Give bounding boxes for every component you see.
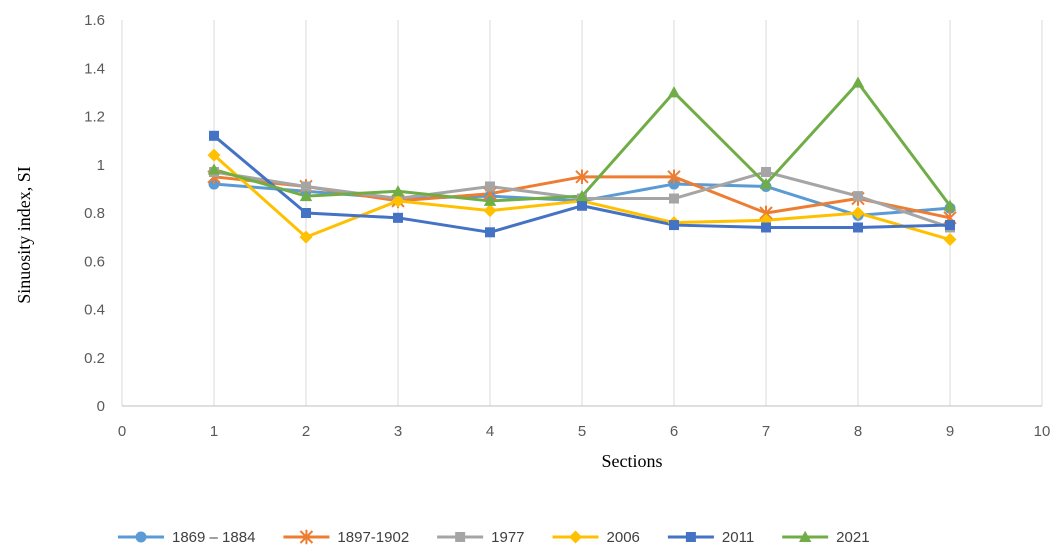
x-tick-label: 2 [302, 423, 310, 440]
data-point-1-4 [575, 169, 589, 185]
y-tick-label: 0.6 [84, 253, 105, 270]
data-point-5-5 [667, 86, 681, 98]
legend-label: 2021 [836, 529, 869, 546]
series-markers [207, 76, 957, 247]
y-tick-label: 0 [97, 398, 105, 415]
data-point-5-4 [575, 189, 589, 202]
legend-label: 2011 [722, 529, 754, 546]
y-tick-label: 0.4 [84, 302, 105, 319]
data-point-5-8 [943, 199, 957, 211]
x-tick-label: 4 [486, 423, 494, 440]
data-point-1-5 [667, 169, 681, 185]
data-point-3-7 [851, 206, 865, 220]
y-tick-label: 1 [97, 157, 105, 174]
data-point-2-6 [761, 166, 771, 177]
x-tick-label: 0 [118, 423, 126, 440]
y-tick-label: 1.6 [84, 12, 105, 29]
legend-marker [299, 529, 314, 545]
x-tick-label: 9 [946, 423, 954, 440]
data-point-3-8 [943, 233, 957, 247]
legend-marker [135, 531, 147, 543]
data-point-2-7 [853, 191, 863, 202]
data-point-4-6 [761, 222, 771, 233]
legend-label: 1977 [491, 529, 524, 546]
data-point-4-5 [669, 220, 679, 231]
legend: 1869 – 1884 1897-1902 1977 2006 2011 2021 [118, 529, 870, 546]
legend-label: 2006 [607, 529, 640, 546]
legend-item-0: 1869 – 1884 [118, 529, 255, 546]
data-point-5-0 [207, 163, 221, 175]
data-point-3-0 [207, 148, 221, 162]
data-point-3-1 [299, 230, 313, 244]
data-point-5-3 [483, 194, 497, 206]
legend-item-5: 2021 [782, 529, 870, 546]
data-point-4-1 [301, 208, 311, 218]
data-point-0-0 [208, 178, 220, 190]
legend-item-4: 2011 [667, 529, 754, 546]
y-tick-label: 1.2 [84, 109, 105, 126]
legend-item-2: 1977 [437, 529, 525, 546]
x-tick-label: 8 [854, 423, 862, 440]
x-tick-label: 7 [762, 423, 770, 440]
legend-marker [685, 532, 696, 542]
legend-marker [569, 530, 583, 544]
data-point-3-2 [391, 194, 405, 208]
data-point-2-5 [669, 193, 679, 204]
data-point-5-1 [299, 189, 313, 202]
data-point-2-3 [485, 181, 495, 192]
x-axis-title: Sections [602, 451, 663, 471]
data-point-4-7 [853, 222, 863, 233]
x-tick-label: 1 [210, 423, 218, 440]
data-point-3-3 [483, 204, 497, 218]
legend-item-3: 2006 [552, 529, 640, 546]
data-point-5-6 [759, 177, 773, 190]
x-tick-label: 5 [578, 423, 586, 440]
axes: 0 1 2 3 4 5 6 7 8 9 10 0 0.2 0.4 0.6 0.8 1 1.2 1.4 1.6 [84, 12, 1050, 440]
data-point-5-7 [851, 76, 865, 88]
x-tick-label: 10 [1034, 423, 1051, 440]
y-axis-title: Sinuosity index, SI [14, 166, 34, 304]
x-tick-label: 6 [670, 423, 678, 440]
legend-label: 1897-1902 [337, 529, 409, 546]
data-point-4-4 [577, 200, 587, 211]
data-point-4-8 [945, 220, 955, 231]
legend-item-1: 1897-1902 [283, 529, 409, 546]
legend-marker [798, 530, 812, 542]
legend-label: 1869 – 1884 [172, 529, 255, 546]
y-tick-label: 1.4 [84, 60, 105, 77]
data-point-4-2 [393, 212, 403, 223]
legend-marker [455, 532, 466, 542]
data-point-4-0 [209, 130, 219, 141]
data-point-0-5 [668, 178, 680, 190]
data-point-5-2 [391, 185, 405, 197]
y-tick-label: 0.8 [84, 205, 105, 222]
y-tick-label: 0.2 [84, 350, 105, 367]
data-point-4-3 [485, 227, 495, 238]
data-point-2-1 [301, 181, 311, 192]
x-tick-label: 3 [394, 423, 402, 440]
